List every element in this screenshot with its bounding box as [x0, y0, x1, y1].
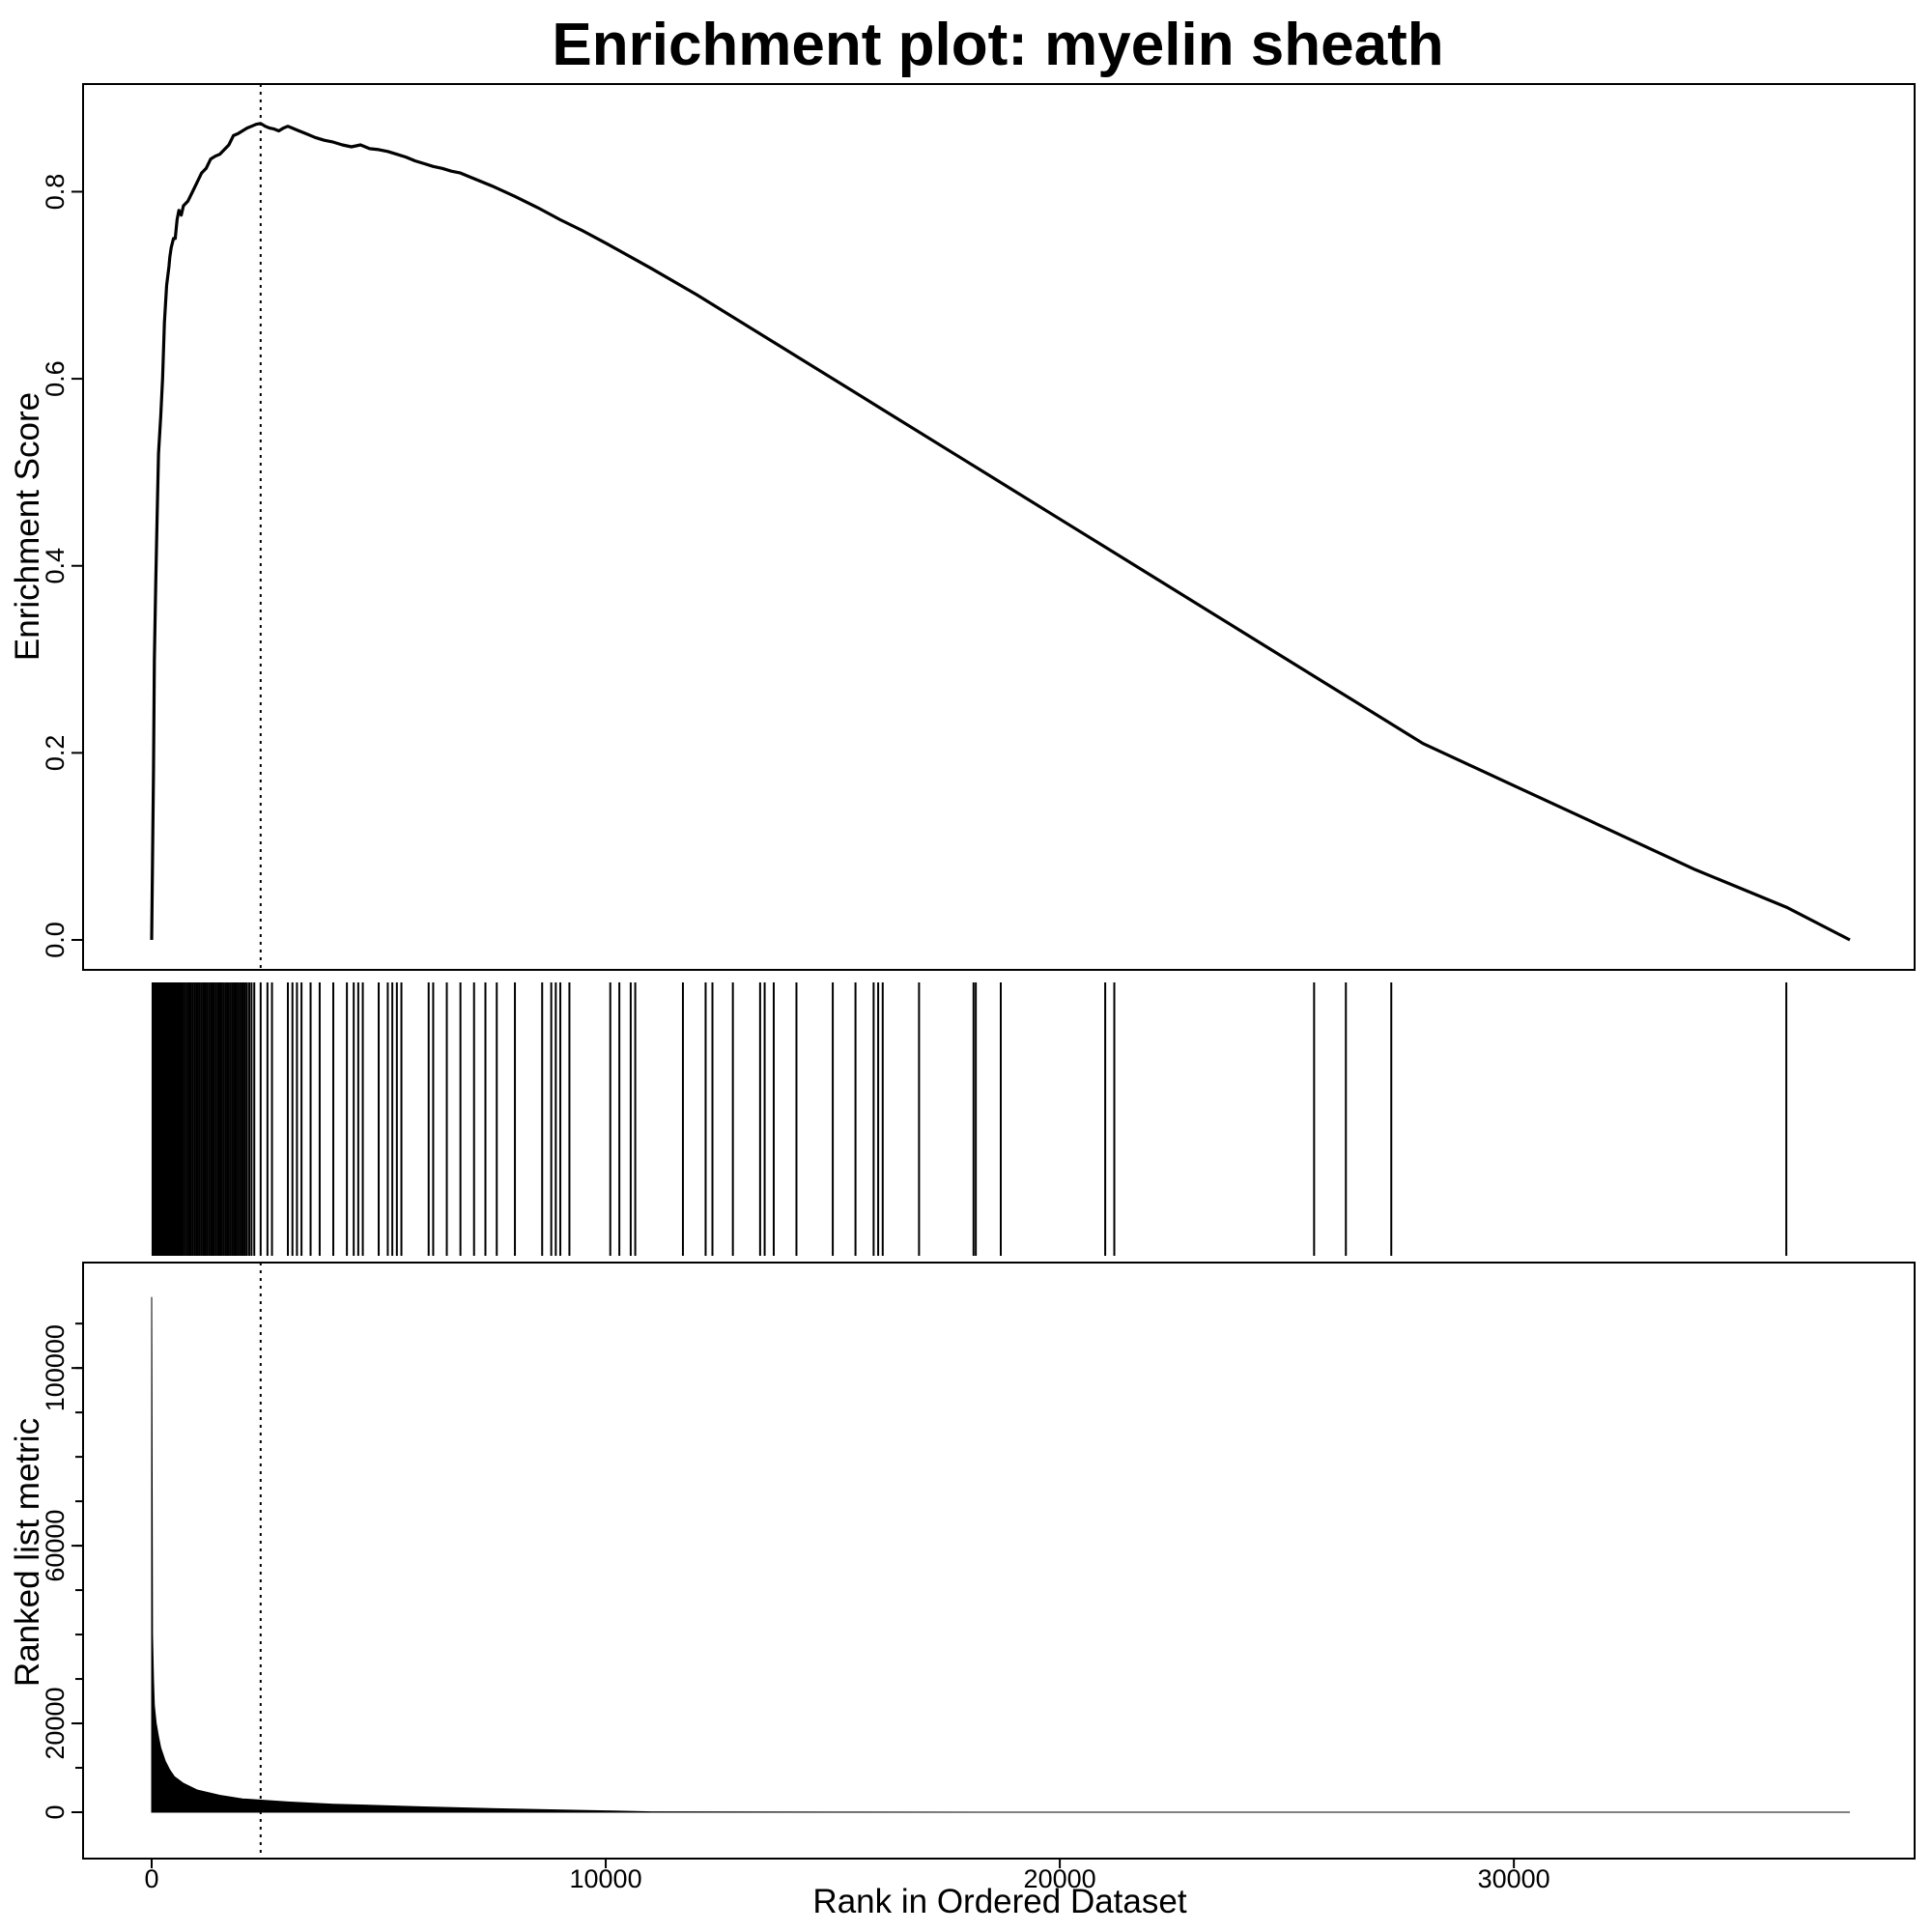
enrichment-y-tick-label: 0.0 [41, 922, 70, 958]
x-tick-label: 10000 [570, 1864, 642, 1893]
x-axis-label: Rank in Ordered Dataset [812, 1883, 1186, 1920]
enrichment-y-tick-label: 0.2 [41, 735, 70, 772]
enrichment-y-axis: 0.0 0.2 0.4 0.6 0.8 [41, 174, 84, 958]
gene-hits-panel [151, 982, 1788, 1256]
ranked-metric-area [151, 1296, 1850, 1813]
enrichment-score-panel: 0.0 0.2 0.4 0.6 0.8 Enrichment Score [9, 83, 1916, 971]
metric-y-tick-label: 100000 [41, 1324, 70, 1411]
x-tick-label: 20000 [1024, 1864, 1096, 1893]
ranked-metric-fill [151, 1296, 1850, 1813]
ranked-metric-panel: 0 20000 60000 100000 Ranked list metric [9, 1262, 1916, 1860]
metric-y-tick-label: 0 [41, 1804, 70, 1819]
x-tick-label: 30000 [1478, 1864, 1550, 1893]
x-tick-label: 0 [144, 1864, 158, 1893]
enrichment-y-tick-label: 0.4 [41, 548, 70, 584]
metric-panel-frame [82, 1262, 1916, 1860]
metric-y-tick-label: 20000 [41, 1687, 70, 1759]
enrichment-score-line [150, 122, 1851, 942]
chart-title: Enrichment plot: myelin sheath [552, 12, 1443, 78]
enrichment-y-tick-label: 0.8 [41, 174, 70, 211]
metric-y-axis-label: Ranked list metric [9, 1418, 46, 1687]
enrichment-y-axis-label: Enrichment Score [9, 392, 46, 661]
enrichment-panel-frame [82, 83, 1916, 971]
enrichment-y-tick-label: 0.6 [41, 360, 70, 397]
metric-y-tick-label: 60000 [41, 1510, 70, 1582]
metric-y-axis: 0 20000 60000 100000 [41, 1322, 84, 1820]
x-axis: 0 10000 20000 30000 [144, 1858, 1550, 1893]
